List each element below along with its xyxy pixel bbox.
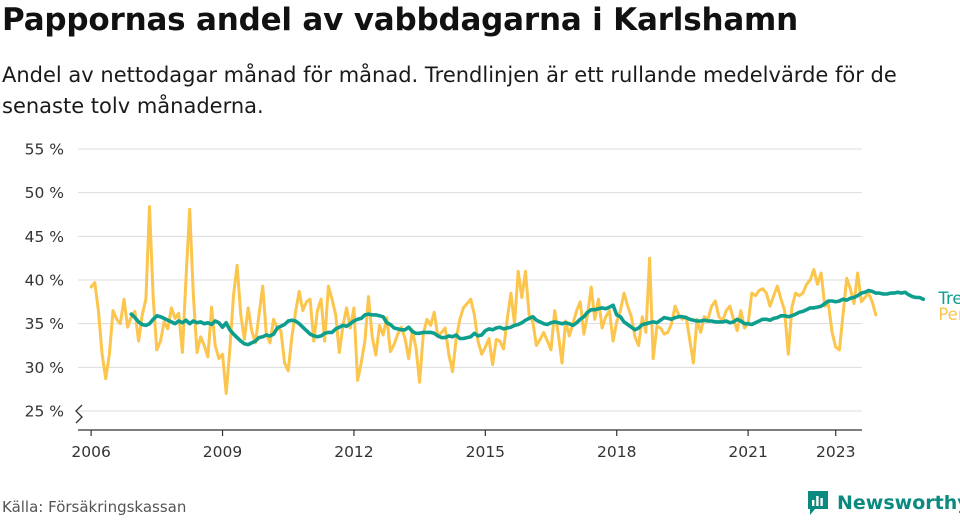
- x-tick-label-2021: 2021: [728, 443, 767, 461]
- y-tick-label-30: 30 %: [25, 359, 64, 377]
- x-tick-label-2018: 2018: [597, 443, 636, 461]
- y-tick-label-55: 55 %: [25, 141, 64, 159]
- y-tick-label-45: 45 %: [25, 228, 64, 246]
- series-labels: TrendPer månad: [937, 289, 960, 324]
- series-line-per-manad: [89, 205, 878, 395]
- brand-name: Newsworthy: [837, 492, 960, 514]
- x-axis-tick-labels: 2006 2009 2012 2015 2018 2021 2023: [71, 430, 855, 461]
- y-tick-label-50: 50 %: [25, 184, 64, 202]
- label-per-manad: Per månad: [938, 305, 960, 324]
- y-tick-label-35: 35 %: [25, 315, 64, 333]
- x-tick-label-2009: 2009: [203, 443, 242, 461]
- label-trend: Trend: [937, 289, 960, 308]
- newsworthy-logo-icon: [808, 491, 828, 515]
- x-tick-label-2023: 2023: [816, 443, 855, 461]
- y-tick-label-25: 25 %: [25, 403, 64, 421]
- series-lines: [89, 205, 926, 395]
- x-tick-label-2006: 2006: [71, 443, 110, 461]
- y-tick-label-40: 40 %: [25, 272, 64, 290]
- axis-break-icon: [75, 404, 83, 424]
- grid-lines: [78, 148, 862, 412]
- series-line-trend: [129, 288, 926, 347]
- x-axis: [75, 404, 862, 431]
- chart-subtitle: Andel av nettodagar månad för månad. Tre…: [2, 63, 897, 118]
- x-tick-label-2015: 2015: [466, 443, 505, 461]
- brand-logo: Newsworthy: [806, 489, 960, 517]
- x-tick-label-2012: 2012: [334, 443, 373, 461]
- y-axis-tick-labels: 25 % 30 % 35 % 40 % 45 % 50 % 55 %: [25, 141, 64, 421]
- chart-title: Pappornas andel av vabbdagarna i Karlsha…: [2, 2, 799, 38]
- source-note: Källa: Försäkringskassan: [2, 498, 187, 516]
